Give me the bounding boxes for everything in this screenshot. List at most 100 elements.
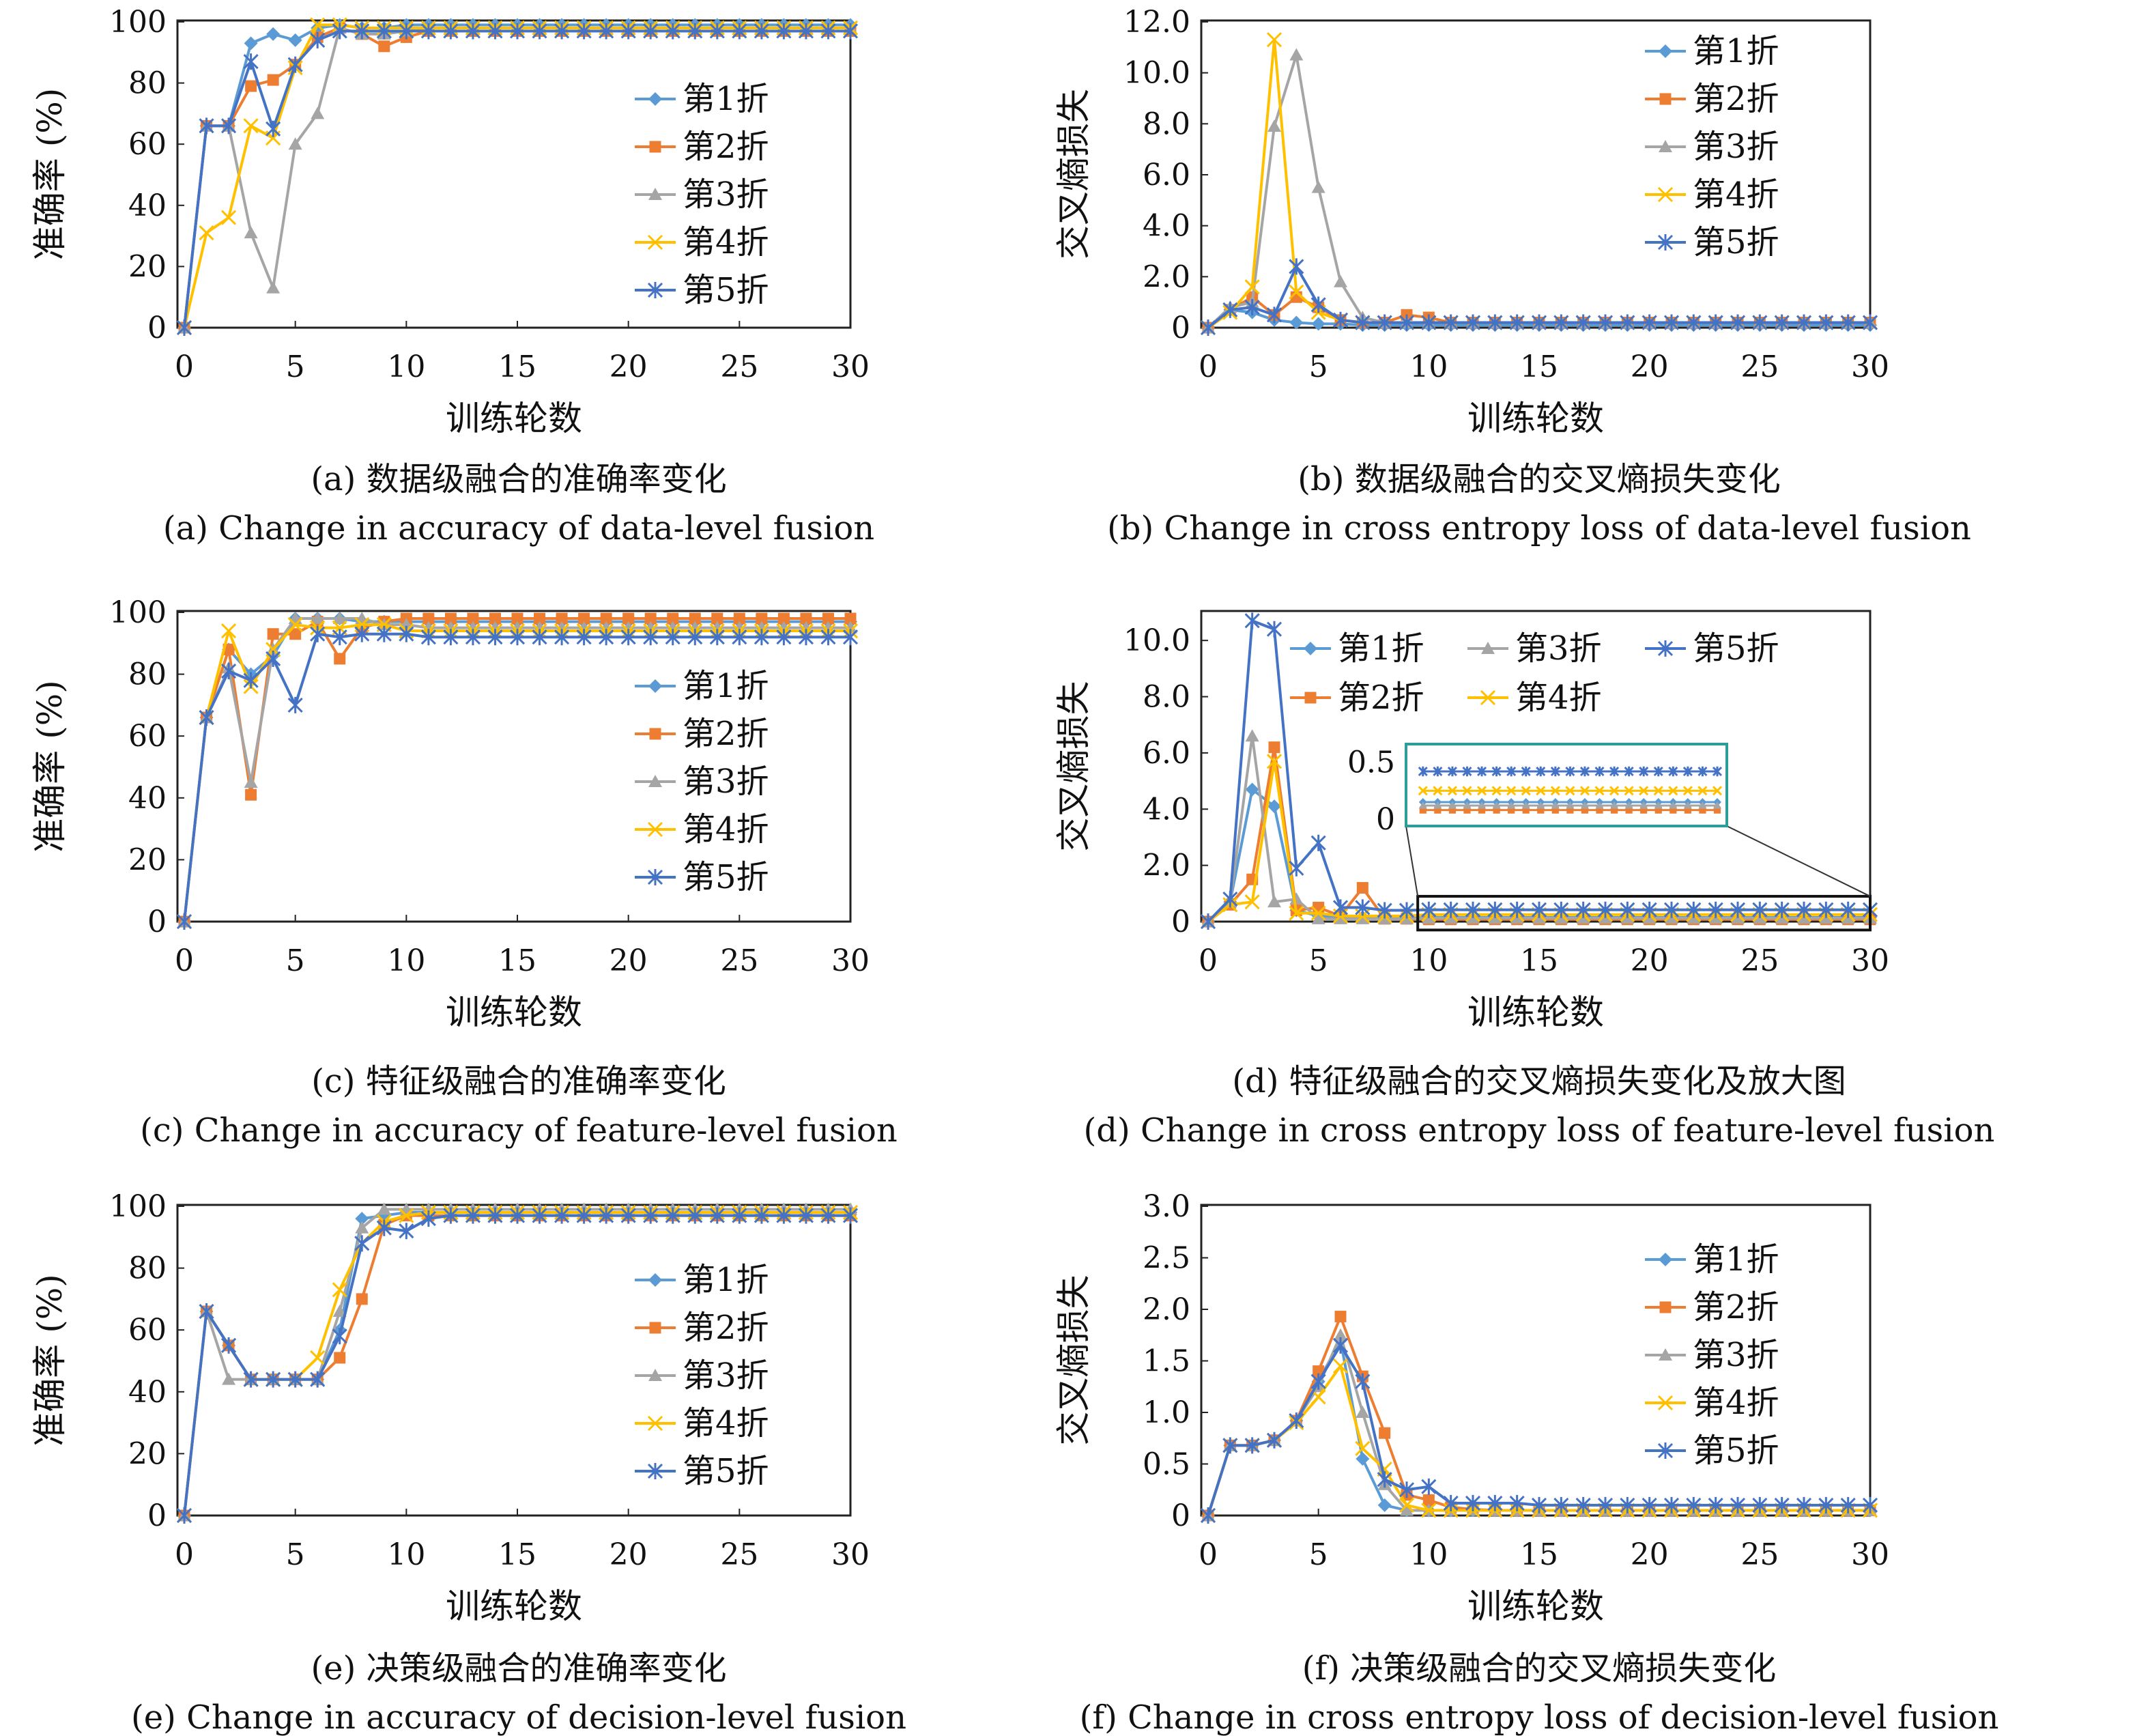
- data-point-fold5: [1663, 1496, 1680, 1513]
- data-point-fold5: [820, 1207, 836, 1224]
- data-point-fold5: [1332, 899, 1349, 916]
- legend-item-fold5: 第5折: [1645, 1432, 1779, 1470]
- data-point-fold3: [1713, 801, 1721, 809]
- data-point-fold5: [1642, 1496, 1657, 1513]
- data-point-fold5: [1355, 899, 1371, 916]
- data-point-fold4: [1332, 1358, 1349, 1374]
- data-point-fold5: [754, 23, 769, 40]
- data-point-fold2: [334, 653, 346, 665]
- data-point-fold3: [244, 775, 258, 788]
- data-point-fold5: [665, 23, 680, 40]
- legend-label: 第2折: [683, 715, 769, 753]
- data-point-fold2: [556, 612, 568, 625]
- data-point-fold5: [399, 23, 414, 40]
- data-point-fold4: [1289, 284, 1304, 300]
- data-point-fold4: [1579, 786, 1590, 796]
- legend-label: 第5折: [683, 271, 769, 309]
- x-tick-label: 20: [1631, 943, 1669, 978]
- data-point-fold5: [509, 629, 526, 646]
- legend-item-fold2: 第2折: [635, 1309, 769, 1347]
- data-point-fold5: [1506, 766, 1517, 777]
- data-point-fold4: [1697, 786, 1708, 796]
- legend-marker: [1480, 689, 1496, 706]
- data-point-fold5: [1487, 901, 1503, 918]
- x-tick-label: 10: [1409, 943, 1448, 978]
- data-point-fold5: [1465, 1494, 1481, 1511]
- data-point-fold5: [620, 629, 636, 646]
- data-point-fold5: [1697, 766, 1708, 777]
- y-tick-label: 80: [128, 657, 167, 692]
- data-point-fold2: [1610, 806, 1618, 814]
- data-point-fold3: [1698, 801, 1707, 809]
- data-point-fold2: [822, 612, 834, 625]
- data-point-fold5: [443, 1207, 459, 1224]
- data-point-fold5: [199, 117, 214, 134]
- y-tick-label: 4.0: [1143, 792, 1190, 827]
- data-point-fold5: [1686, 901, 1702, 918]
- data-point-fold3: [288, 137, 302, 150]
- data-point-fold5: [1521, 766, 1531, 777]
- legend-label: 第5折: [683, 858, 769, 896]
- legend-marker: [1657, 186, 1674, 203]
- data-point-fold2: [245, 788, 257, 801]
- legend-label: 第5折: [1693, 629, 1779, 668]
- y-tick-label: 20: [128, 249, 167, 284]
- data-point-fold5: [1310, 1373, 1326, 1390]
- x-tick-label: 30: [831, 943, 870, 978]
- data-point-fold3: [1463, 801, 1472, 809]
- caption-en: (b) Change in cross entropy loss of data…: [1107, 509, 1971, 547]
- data-point-fold3: [1492, 801, 1501, 809]
- legend-item-fold3: 第3折: [1467, 629, 1602, 668]
- data-point-fold5: [1609, 766, 1620, 777]
- data-point-fold3: [377, 1202, 391, 1215]
- legend-item-fold3: 第3折: [1645, 128, 1779, 166]
- data-point-fold5: [1818, 901, 1834, 918]
- data-point-fold5: [709, 23, 725, 40]
- data-point-fold2: [1699, 806, 1706, 814]
- caption-en: (f) Change in cross entropy loss of deci…: [1080, 1698, 1999, 1736]
- data-point-fold5: [287, 1371, 303, 1388]
- legend-label: 第3折: [1693, 1336, 1779, 1374]
- data-point-fold1: [355, 1212, 369, 1226]
- data-point-fold5: [599, 629, 614, 646]
- data-point-fold2: [422, 612, 435, 625]
- data-point-fold5: [1244, 612, 1260, 629]
- data-point-fold5: [1620, 314, 1635, 331]
- data-point-fold2: [1551, 806, 1559, 814]
- data-point-fold5: [1200, 1507, 1216, 1524]
- data-point-fold5: [287, 696, 303, 713]
- data-point-fold5: [687, 23, 703, 40]
- data-point-fold5: [1686, 1496, 1702, 1513]
- x-tick-label: 15: [498, 350, 536, 384]
- data-point-fold5: [1289, 258, 1304, 275]
- data-point-fold5: [1752, 314, 1768, 331]
- x-tick-label: 5: [286, 350, 305, 384]
- legend-marker: [1481, 642, 1495, 654]
- data-point-fold4: [1418, 786, 1428, 796]
- legend-marker: [647, 1415, 663, 1432]
- data-point-fold5: [1663, 901, 1680, 918]
- data-point-fold5: [1289, 1412, 1304, 1429]
- data-point-fold5: [1332, 311, 1349, 328]
- data-point-fold5: [1553, 1496, 1569, 1513]
- data-point-fold3: [332, 612, 347, 625]
- data-point-fold2: [1508, 806, 1515, 814]
- data-point-fold2: [1448, 806, 1457, 814]
- data-point-fold5: [532, 629, 547, 646]
- data-point-fold4: [1266, 32, 1282, 48]
- data-point-fold5: [1712, 766, 1723, 777]
- y-tick-label: 1.5: [1143, 1344, 1190, 1379]
- legend-marker: [648, 92, 662, 106]
- data-point-fold3: [1400, 1503, 1414, 1516]
- legend-marker: [1304, 642, 1317, 655]
- legend-marker: [1657, 234, 1674, 251]
- data-point-fold4: [332, 1282, 347, 1298]
- data-point-fold5: [221, 1337, 237, 1354]
- data-point-fold4: [1476, 786, 1487, 796]
- data-point-fold5: [1774, 901, 1790, 918]
- data-point-fold5: [1840, 314, 1856, 331]
- data-point-fold5: [776, 1207, 792, 1224]
- data-point-fold1: [288, 33, 302, 47]
- data-point-fold4: [1447, 786, 1457, 796]
